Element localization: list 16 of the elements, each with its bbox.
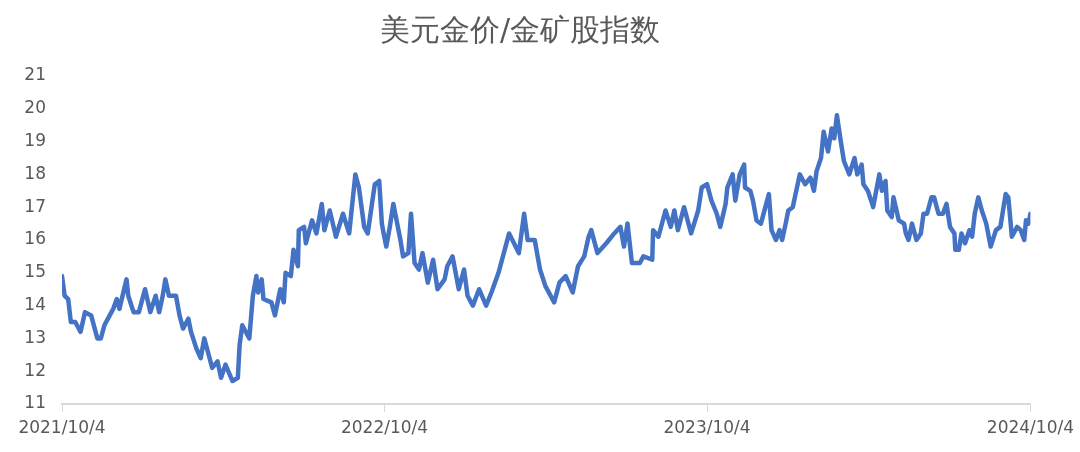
x-tick-label: 2024/10/4 xyxy=(986,416,1074,437)
y-tick-label: 20 xyxy=(24,97,46,118)
y-tick-label: 18 xyxy=(24,162,46,183)
y-tick-label: 13 xyxy=(24,326,46,347)
y-tick-label: 11 xyxy=(24,392,46,413)
y-tick-label: 19 xyxy=(24,130,46,151)
x-tick-label: 2022/10/4 xyxy=(340,416,429,437)
x-tick-label: 2021/10/4 xyxy=(18,416,106,437)
y-tick-label: 12 xyxy=(24,359,46,380)
chart-title: 美元金价/金矿股指数 xyxy=(379,11,661,47)
y-tick-label: 21 xyxy=(24,64,46,85)
y-tick-label: 16 xyxy=(24,228,46,249)
y-tick-label: 17 xyxy=(24,195,46,216)
y-tick-label: 15 xyxy=(24,261,46,282)
y-tick-label: 14 xyxy=(24,294,46,315)
x-tick-label: 2023/10/4 xyxy=(663,416,751,437)
